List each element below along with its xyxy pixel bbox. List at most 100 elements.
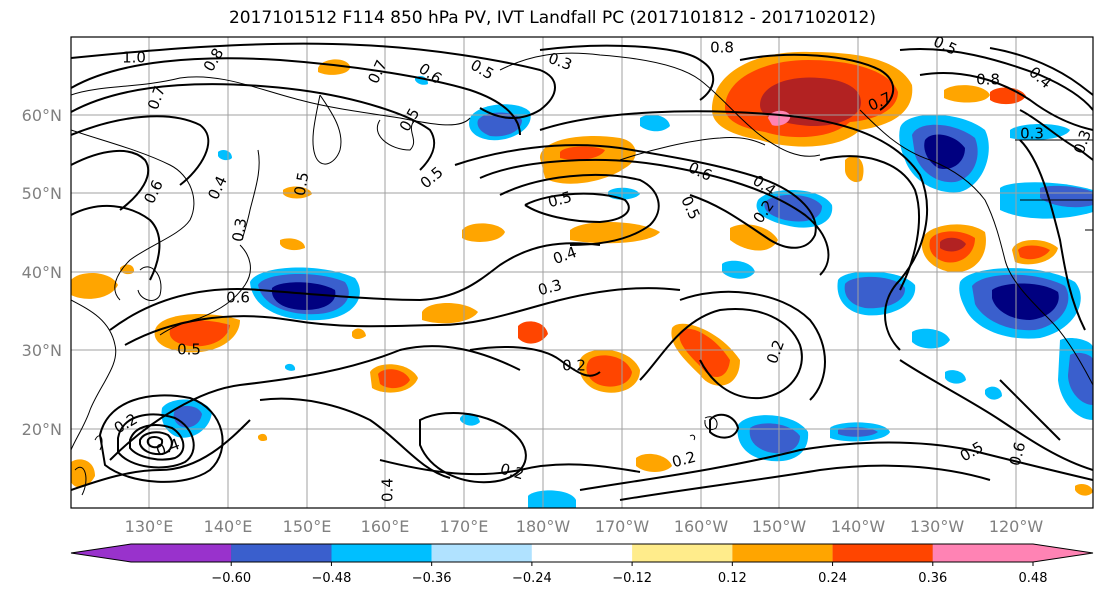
lon-tick-label: 130°E: [125, 517, 174, 536]
contour-label: 0.8: [976, 71, 1000, 89]
lon-tick-label: 150°E: [283, 517, 332, 536]
contour-label: 0.6: [140, 177, 166, 206]
lon-tick-label: 140°W: [831, 517, 886, 536]
colorbar-tick-label: 0.24: [818, 571, 847, 586]
shade-dred-nw: [940, 237, 966, 252]
lon-tick-label: 160°W: [674, 517, 729, 536]
shade-red-cp3: [378, 369, 410, 389]
shade-neg-japan-core: [271, 282, 336, 310]
contour-label: 0.4: [204, 173, 230, 202]
colorbar-segment: [331, 544, 432, 562]
longitude-ticks: 130°E 140°E 150°E 160°E 170°E 180°W 170°W 160°W…: [125, 517, 1044, 536]
latitude-ticks: 60°N 50°N 40°N 30°N 20°N: [22, 106, 62, 439]
shade-neg-sw-core: [1068, 352, 1093, 405]
shade-red-japan: [169, 320, 230, 347]
shade-orange-c3: [352, 328, 366, 339]
shade-neg-trop2-core: [749, 423, 800, 454]
coast-aleutians: [619, 137, 766, 161]
colorbar-tick-label: 0.36: [918, 571, 947, 586]
shade-neg-trop5: [528, 490, 576, 508]
contour-label: 0.8: [710, 39, 734, 57]
colorbar-tick-label: −0.12: [612, 571, 652, 586]
contour-labels: 1.0 0.8 0.7 0.6 0.5 0.30.70.50.8 0.50.70.8 0.40…: [111, 32, 1095, 502]
contour-label: 0.5: [546, 188, 574, 212]
colorbar-segment: [632, 544, 733, 562]
contour-label: 0.8: [200, 45, 228, 75]
colorbar-segment: [531, 544, 633, 562]
contour-label: 0.3: [1020, 125, 1044, 143]
lat-tick-label: 40°N: [22, 263, 62, 282]
contour-label: 0.2: [670, 448, 698, 472]
contour-label: 0.5: [291, 171, 313, 198]
shade-neg-east1-core: [844, 276, 906, 309]
contour-label: 0.5: [931, 32, 960, 58]
shade-orange-ne: [990, 87, 1026, 105]
colorbar-tick-label: −0.48: [312, 571, 352, 586]
shade-orange-se: [1075, 484, 1093, 496]
colorbar-outline: [70, 543, 1094, 563]
lon-tick-label: 170°E: [440, 517, 489, 536]
colorbar-segment: [832, 544, 933, 562]
colorbar: −0.60 −0.48 −0.36 −0.24 −0.12 0.12 0.24 0.36 0.4…: [70, 543, 1094, 586]
colorbar-tick-label: −0.36: [412, 571, 452, 586]
shade-red-cp1: [586, 355, 632, 387]
contour-label: 0.6: [1006, 440, 1030, 468]
contour-label: 0.5: [177, 341, 201, 359]
contour-label: 0.3: [229, 217, 251, 244]
coast-china: [71, 299, 117, 451]
shade-orange-mid1: [462, 223, 505, 242]
colorbar-tick-label: 0.12: [718, 571, 747, 586]
shade-orange-north: [944, 85, 990, 103]
shade-neg-sea-core: [924, 134, 965, 170]
coast-kamchatka: [312, 94, 342, 165]
lat-tick-label: 20°N: [22, 420, 62, 439]
contour-label: 0.6: [226, 289, 250, 307]
colorbar-tick-label: −0.60: [211, 571, 251, 586]
colorbar-segment: [732, 544, 833, 562]
shade-neg-bering: [640, 114, 670, 132]
coast-na-west: [859, 109, 1093, 386]
shade-orange-c2: [518, 321, 548, 344]
shade-red-cp2: [679, 328, 730, 378]
shade-orange-sw: [71, 459, 95, 488]
contour-label: 0.5: [957, 438, 987, 466]
colorbar-min-extension: [71, 544, 232, 562]
shade-orange-sm3: [280, 238, 305, 251]
lat-tick-label: 30°N: [22, 341, 62, 360]
coast-na-inland: [1015, 139, 1093, 231]
shade-neg-ca-core: [992, 283, 1059, 320]
shade-neg-mid2: [608, 187, 640, 200]
pv-contours: [71, 42, 1093, 501]
shade-red-gulf: [560, 146, 605, 160]
lon-tick-label: 130°W: [910, 517, 965, 536]
colorbar-segment: [231, 544, 332, 562]
shade-orange-cp4: [636, 453, 672, 472]
coast-philippines: [74, 467, 87, 496]
shade-neg-e5: [985, 386, 1002, 400]
shade-orange-sm4: [258, 433, 268, 442]
coast-korea: [137, 266, 162, 301]
map-frame: [70, 36, 1094, 509]
lat-tick-label: 50°N: [22, 184, 62, 203]
contour-label: 0.3: [1070, 128, 1095, 157]
colorbar-tick-label: 0.48: [1019, 571, 1048, 586]
contour-label: 0.4: [551, 243, 580, 268]
shade-neg-ne3: [1040, 185, 1093, 208]
shade-neg-small-w: [218, 150, 232, 161]
contour-label: 0.7: [364, 57, 390, 86]
colorbar-segment: [431, 544, 532, 562]
lon-tick-label: 140°E: [204, 517, 253, 536]
shade-neg-east2: [722, 260, 755, 279]
lon-tick-label: 160°E: [361, 517, 410, 536]
shade-orange-mid3: [730, 224, 778, 251]
contour-label: 0.2: [562, 357, 586, 375]
shade-orange-mid2: [570, 221, 660, 244]
colorbar-tick-label: −0.24: [512, 571, 552, 586]
coast-japan: [159, 244, 251, 336]
graticule: [71, 37, 1093, 508]
shade-neg-ne: [1010, 124, 1070, 140]
contour-label: 0.6: [686, 158, 715, 184]
coast-sakhalin: [241, 149, 260, 241]
shade-orange-sm2: [845, 156, 864, 183]
